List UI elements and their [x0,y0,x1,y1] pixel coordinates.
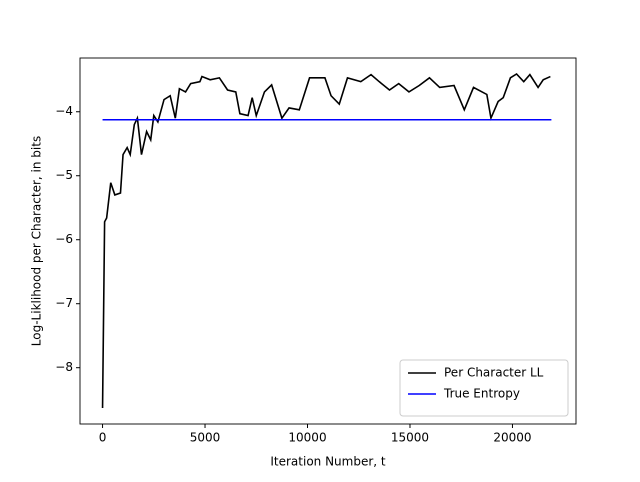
legend-box [399,359,569,417]
y-tick-label: −8 [55,360,73,374]
x-axis-label: Iteration Number, t [270,455,386,469]
x-tick-label: 10000 [288,431,326,445]
plot-frame [79,57,577,425]
x-tick-label: 5000 [190,431,221,445]
legend-label: Per Character LL [444,366,544,380]
x-tick-label: 0 [99,431,107,445]
x-tick-label: 15000 [391,431,429,445]
series-line [101,72,551,409]
y-tick-label: −7 [55,296,73,310]
y-tick-label: −4 [55,104,73,118]
y-tick-label: −5 [55,168,73,182]
y-tick-label: −6 [55,232,73,246]
x-tick-label: 20000 [493,431,531,445]
y-axis-label: Log-Liklihood per Character, in bits [30,136,44,346]
legend-label: True Entropy [443,387,520,401]
